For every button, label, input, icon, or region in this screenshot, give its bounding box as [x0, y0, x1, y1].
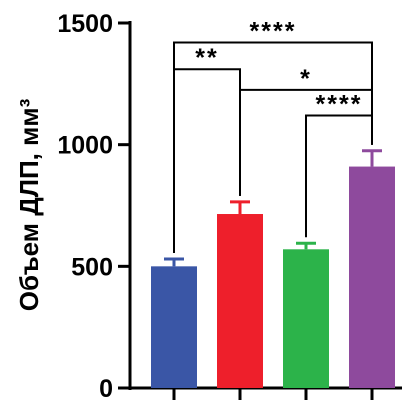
y-axis-title-group: Объем ДЛП, мм³ [14, 98, 44, 311]
significance-label: **** [316, 90, 363, 118]
bar [151, 266, 197, 388]
significance-brackets: *********** [173, 17, 373, 254]
significance-label: * [300, 65, 312, 93]
bars [151, 149, 395, 388]
bar [217, 214, 263, 388]
bar [349, 166, 395, 388]
bar [283, 249, 329, 388]
significance-label: ** [195, 44, 218, 72]
y-tick-label: 1000 [57, 132, 113, 160]
y-axis-title: Объем ДЛП, мм³ [14, 98, 44, 311]
significance-bracket [173, 41, 373, 254]
y-tick-label: 500 [71, 253, 113, 281]
y-tick-label: 0 [99, 375, 113, 403]
significance-bracket [305, 114, 373, 238]
significance-label: **** [250, 17, 297, 45]
y-tick-label: 1500 [57, 10, 113, 38]
